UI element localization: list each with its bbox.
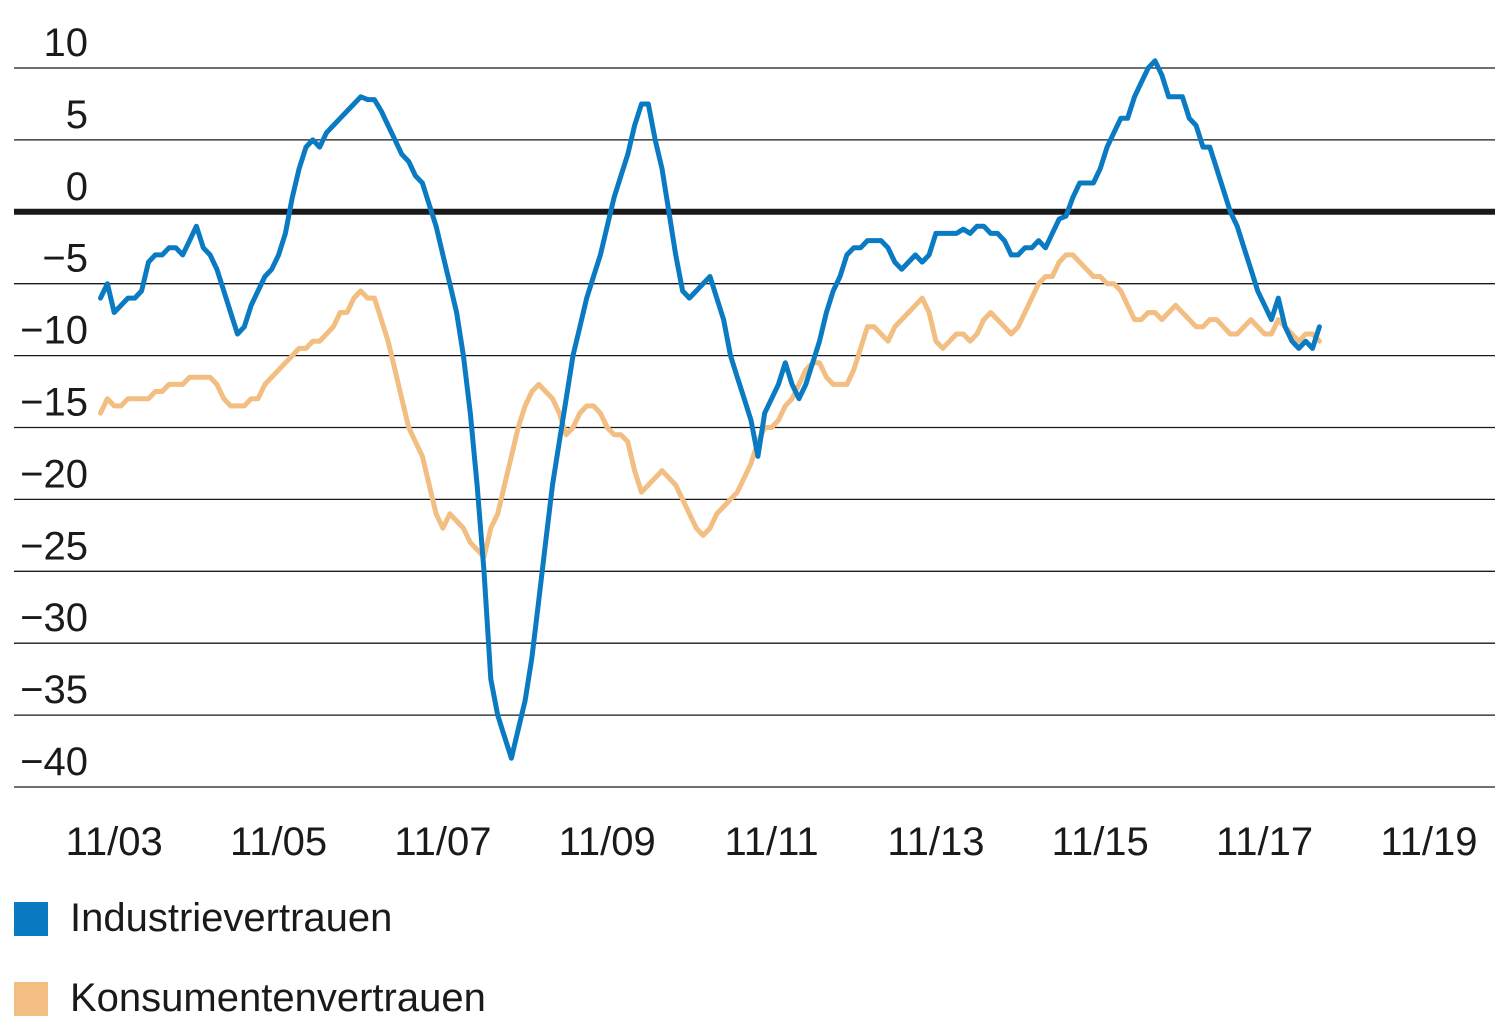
legend-label-konsumentenvertrauen: Konsumentenvertrauen bbox=[70, 976, 486, 1020]
series-line-konsumentenvertrauen bbox=[98, 252, 1322, 560]
series-line-industrievertrauen bbox=[98, 58, 1322, 761]
x-tick-label: 11/15 bbox=[1052, 820, 1149, 864]
y-tick-label: 5 bbox=[66, 93, 88, 137]
x-tick-label: 11/07 bbox=[394, 820, 491, 864]
y-tick-label: 0 bbox=[66, 165, 88, 209]
y-axis-tick-labels: 10 5 0 −5 −10 −15 −20 −25 −30 −35 −40 bbox=[20, 21, 88, 784]
legend-swatch-industrievertrauen bbox=[14, 901, 48, 936]
y-tick-label: −20 bbox=[20, 452, 88, 496]
x-tick-label: 11/05 bbox=[230, 820, 327, 864]
y-tick-label: −40 bbox=[20, 740, 88, 784]
series-lines bbox=[98, 58, 1322, 761]
y-tick-label: −5 bbox=[42, 237, 88, 281]
x-tick-label: 11/13 bbox=[887, 820, 984, 864]
legend-label-industrievertrauen: Industrievertrauen bbox=[70, 896, 393, 940]
x-tick-label: 11/17 bbox=[1216, 820, 1313, 864]
legend-swatch-konsumentenvertrauen bbox=[14, 981, 48, 1016]
x-axis-tick-labels: 11/03 11/05 11/07 11/09 11/11 11/13 11/15 11/17… bbox=[66, 820, 1478, 864]
x-tick-label: 11/09 bbox=[559, 820, 656, 864]
y-tick-label: 10 bbox=[44, 21, 89, 65]
y-tick-label: −25 bbox=[20, 524, 88, 568]
x-tick-label: 11/03 bbox=[66, 820, 163, 864]
y-tick-label: −10 bbox=[20, 309, 88, 353]
y-tick-label: −30 bbox=[20, 596, 88, 640]
x-tick-label: 11/19 bbox=[1380, 820, 1477, 864]
y-tick-label: −35 bbox=[20, 668, 88, 712]
x-tick-label: 11/11 bbox=[724, 820, 818, 864]
y-tick-label: −15 bbox=[20, 381, 88, 425]
legend-item-konsumentenvertrauen: Konsumentenvertrauen bbox=[14, 976, 486, 1021]
legend-item-industrievertrauen: Industrievertrauen bbox=[14, 896, 392, 941]
